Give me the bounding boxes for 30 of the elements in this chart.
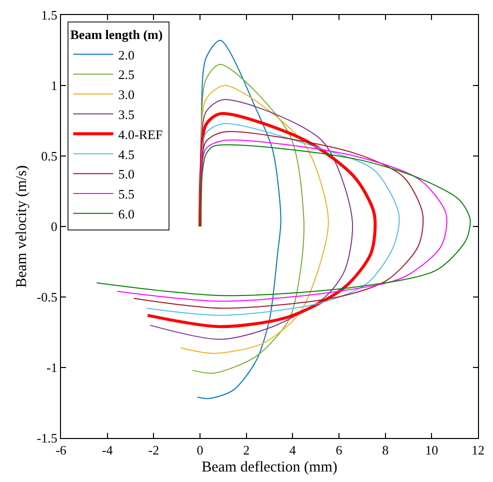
- y-tick-label: -1.5: [36, 430, 58, 446]
- x-axis-title: Beam deflection (mm): [202, 460, 338, 476]
- legend-label: 6.0: [118, 206, 135, 222]
- x-tick-label: -4: [102, 442, 114, 458]
- y-tick-label: -0.5: [36, 290, 58, 305]
- x-tick-label: 8: [382, 442, 389, 458]
- legend-label: 5.5: [118, 186, 135, 202]
- y-tick-label: 1.5: [41, 8, 58, 23]
- x-tick-label: 2: [243, 442, 250, 458]
- legend-title: Beam length (m): [70, 27, 163, 42]
- x-tick-label: 0: [196, 442, 204, 458]
- y-axis-title: Beam velocity (m/s): [14, 165, 30, 288]
- y-tick-label: 0.5: [41, 148, 58, 164]
- y-tick-label: -1: [46, 360, 58, 376]
- legend-label: 4.0-REF: [118, 126, 163, 142]
- legend-label: 3.5: [118, 106, 135, 122]
- y-tick-label: 1: [50, 78, 58, 94]
- x-tick-label: 10: [425, 442, 438, 458]
- legend-label: 2.0: [118, 47, 135, 62]
- legend-label: 4.5: [118, 146, 135, 162]
- x-tick-label: -2: [148, 442, 160, 458]
- line-series: [116, 140, 448, 302]
- y-tick-label: 0: [50, 219, 58, 234]
- x-tick-label: 12: [472, 442, 484, 458]
- x-tick-label: 4: [289, 442, 296, 458]
- legend-label: 3.0: [118, 87, 135, 102]
- x-tick-label: -6: [56, 442, 67, 458]
- legend-label: 2.5: [118, 67, 135, 82]
- legend-label: 5.0: [118, 166, 135, 182]
- x-tick-label: 6: [336, 442, 343, 458]
